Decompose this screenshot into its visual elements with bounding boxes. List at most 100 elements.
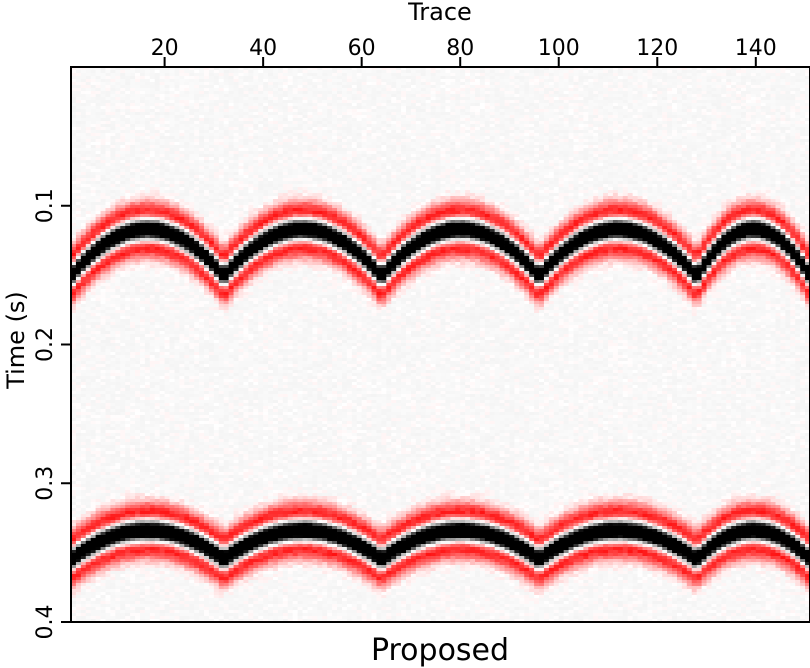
heatmap-cell (86, 574, 91, 577)
heatmap-cell (130, 409, 135, 412)
heatmap-cell (189, 295, 194, 298)
heatmap-cell (184, 586, 189, 589)
heatmap-cell (86, 421, 91, 424)
heatmap-cell (160, 553, 165, 556)
heatmap-cell (120, 298, 125, 301)
heatmap-cell (86, 589, 91, 592)
heatmap-cell (86, 130, 91, 133)
heatmap-cell (145, 130, 150, 133)
heatmap-cell (76, 343, 81, 346)
heatmap-cell (184, 598, 189, 601)
heatmap-cell (105, 268, 110, 271)
heatmap-cell (179, 229, 184, 232)
heatmap-cell (130, 106, 135, 109)
heatmap-cell (140, 202, 145, 205)
heatmap-cell (155, 211, 160, 214)
heatmap-cell (155, 82, 160, 85)
heatmap-cell (194, 409, 199, 412)
heatmap-cell (81, 136, 86, 139)
heatmap-cell (76, 598, 81, 601)
heatmap-cell (135, 82, 140, 85)
heatmap-cell (125, 139, 130, 142)
heatmap-cell (165, 544, 170, 547)
heatmap-cell (135, 115, 140, 118)
heatmap-cell (160, 568, 165, 571)
heatmap-cell (115, 604, 120, 607)
heatmap-cell (150, 187, 155, 190)
heatmap-cell (174, 604, 179, 607)
heatmap-cell (105, 514, 110, 517)
heatmap-cell (130, 301, 135, 304)
heatmap-cell (101, 82, 106, 85)
heatmap-cell (81, 439, 86, 442)
heatmap-cell (174, 511, 179, 514)
heatmap-cell (125, 223, 130, 226)
heatmap-cell (76, 616, 81, 619)
heatmap-cell (120, 271, 125, 274)
heatmap-cell (96, 487, 101, 490)
heatmap-cell (170, 214, 175, 217)
heatmap-cell (81, 298, 86, 301)
heatmap-cell (194, 223, 199, 226)
heatmap-cell (76, 421, 81, 424)
heatmap-cell (155, 112, 160, 115)
heatmap-cell (155, 361, 160, 364)
heatmap-cell (91, 133, 96, 136)
heatmap-cell (160, 475, 165, 478)
heatmap-cell (130, 433, 135, 436)
heatmap-cell (115, 436, 120, 439)
heatmap-cell (170, 235, 175, 238)
heatmap-cell (189, 361, 194, 364)
heatmap-cell (174, 409, 179, 412)
heatmap-cell (101, 436, 106, 439)
heatmap-cell (199, 598, 204, 601)
heatmap-cell (101, 412, 106, 415)
heatmap-cell (86, 604, 91, 607)
heatmap-cell (184, 568, 189, 571)
heatmap-cell (150, 574, 155, 577)
heatmap-cell (150, 106, 155, 109)
heatmap-cell (145, 235, 150, 238)
heatmap-cell (96, 424, 101, 427)
heatmap-cell (170, 481, 175, 484)
heatmap-cell (105, 592, 110, 595)
heatmap-cell (115, 259, 120, 262)
heatmap-cell (115, 79, 120, 82)
heatmap-cell (96, 121, 101, 124)
heatmap-cell (105, 79, 110, 82)
heatmap-cell (189, 595, 194, 598)
heatmap-cell (179, 220, 184, 223)
heatmap-cell (145, 535, 150, 538)
heatmap-cell (160, 154, 165, 157)
heatmap-cell (130, 187, 135, 190)
heatmap-cell (115, 304, 120, 307)
heatmap-cell (130, 190, 135, 193)
heatmap-cell (189, 580, 194, 583)
heatmap-cell (130, 553, 135, 556)
heatmap-cell (184, 70, 189, 73)
heatmap-cell (125, 151, 130, 154)
heatmap-cell (150, 433, 155, 436)
heatmap-cell (76, 193, 81, 196)
heatmap-cell (120, 280, 125, 283)
heatmap-cell (115, 139, 120, 142)
heatmap-cell (101, 403, 106, 406)
heatmap-cell (115, 271, 120, 274)
heatmap-cell (135, 229, 140, 232)
heatmap-cell (155, 151, 160, 154)
heatmap-cell (184, 82, 189, 85)
heatmap-cell (140, 205, 145, 208)
heatmap-cell (110, 532, 115, 535)
heatmap-cell (199, 307, 204, 310)
heatmap-cell (140, 469, 145, 472)
heatmap-cell (184, 526, 189, 529)
heatmap-cell (174, 505, 179, 508)
heatmap-cell (184, 610, 189, 613)
heatmap-cell (135, 568, 140, 571)
heatmap-cell (96, 319, 101, 322)
heatmap-cell (91, 118, 96, 121)
heatmap-cell (135, 259, 140, 262)
heatmap-cell (86, 562, 91, 565)
heatmap-cell (170, 346, 175, 349)
heatmap-cell (130, 334, 135, 337)
